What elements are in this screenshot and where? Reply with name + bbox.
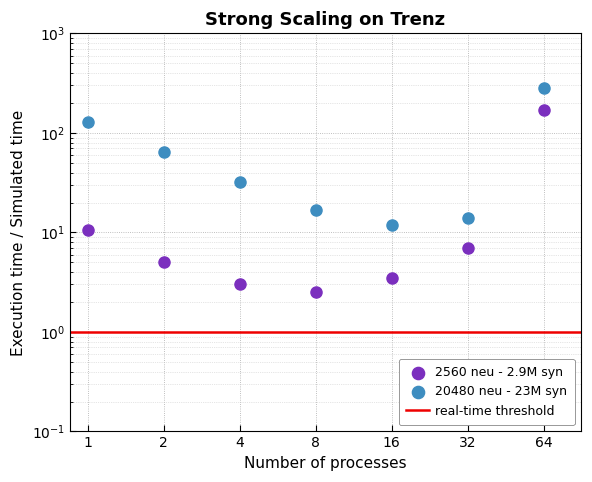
Point [463,214,472,222]
Point [83,227,92,234]
Point [311,289,320,296]
Title: Strong Scaling on Trenz: Strong Scaling on Trenz [205,11,445,29]
Point [83,118,92,125]
Point [159,147,168,155]
Legend: 2560 neu - 2.9M syn, 20480 neu - 23M syn, real-time threshold: 2560 neu - 2.9M syn, 20480 neu - 23M syn… [399,359,575,425]
Point [539,106,548,114]
Point [387,221,396,228]
Point [539,85,548,93]
Y-axis label: Execution time / Simulated time: Execution time / Simulated time [11,109,26,356]
Point [311,206,320,214]
Point [235,178,244,186]
Point [387,274,396,281]
Point [159,258,168,266]
Point [235,281,244,288]
Point [463,244,472,252]
X-axis label: Number of processes: Number of processes [244,456,407,471]
